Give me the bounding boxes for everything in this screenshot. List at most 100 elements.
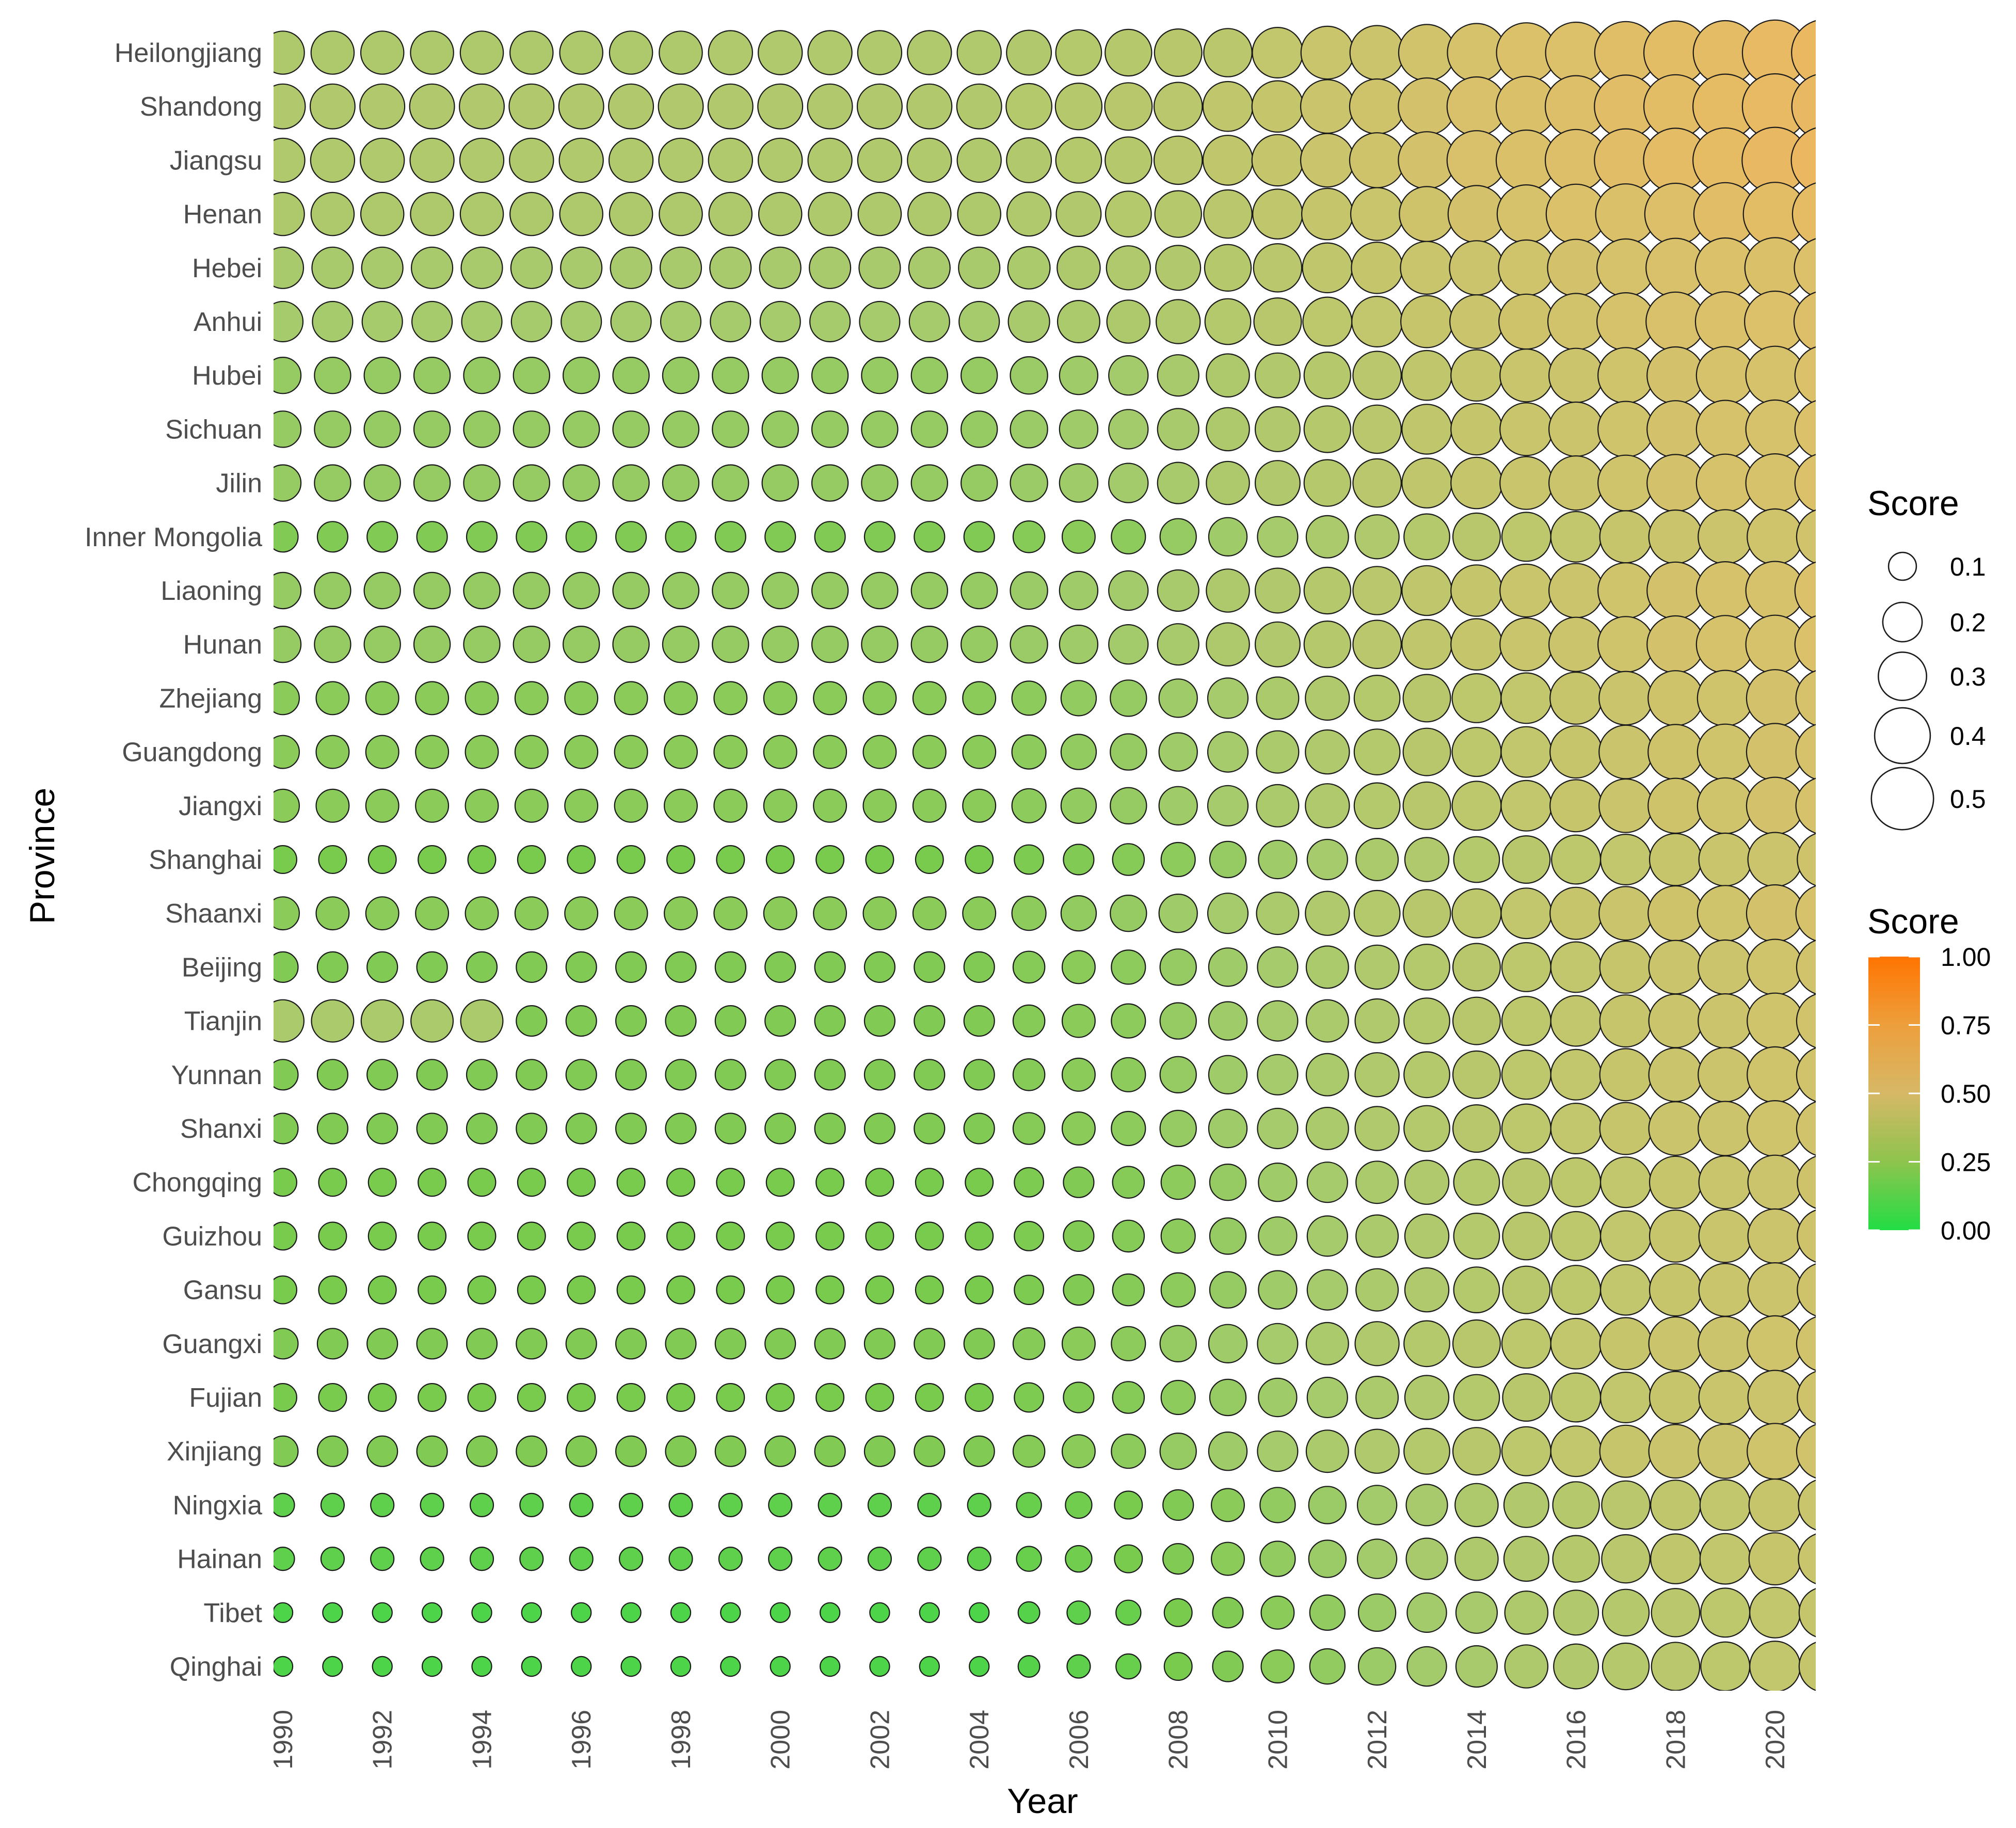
bubble xyxy=(274,137,306,183)
bubble xyxy=(865,1168,894,1197)
color-legend-tick-label: 1.00 xyxy=(1941,943,1991,972)
bubble xyxy=(712,357,749,394)
province-label: Guizhou xyxy=(162,1221,262,1251)
bubble xyxy=(1305,1322,1349,1365)
bubble xyxy=(666,1383,695,1412)
bubble xyxy=(1791,182,1816,246)
bubble xyxy=(1447,185,1506,243)
bubble xyxy=(1006,191,1052,237)
bubble xyxy=(1158,893,1198,933)
bubble xyxy=(1501,512,1551,562)
bubble xyxy=(1159,948,1197,986)
bubble xyxy=(1305,1107,1349,1151)
bubble xyxy=(1153,135,1203,185)
bubble xyxy=(1300,25,1354,80)
bubble xyxy=(718,1492,743,1517)
bubble xyxy=(1206,407,1250,452)
bubble xyxy=(665,1435,697,1467)
bubble xyxy=(1110,787,1147,825)
bubble xyxy=(1649,1155,1702,1209)
bubble xyxy=(863,1005,896,1037)
bubble xyxy=(1163,1652,1193,1681)
bubble xyxy=(465,735,499,769)
bubble xyxy=(1203,28,1253,77)
bubble xyxy=(1057,299,1100,343)
bubble xyxy=(1599,1317,1653,1371)
bubble xyxy=(1155,299,1201,344)
bubble xyxy=(863,951,896,983)
bubble xyxy=(1352,404,1402,454)
bubble xyxy=(807,83,853,130)
bubble xyxy=(1698,1155,1752,1210)
bubble xyxy=(365,735,399,769)
bubble xyxy=(1597,347,1655,404)
bubble xyxy=(614,896,648,931)
province-label: Xinjiang xyxy=(167,1437,262,1467)
bubble xyxy=(1208,517,1248,557)
province-label: Jiangxi xyxy=(179,791,262,821)
bubble xyxy=(1350,187,1404,241)
bubble xyxy=(410,30,454,75)
bubble xyxy=(1352,351,1402,401)
bubble xyxy=(963,1435,995,1467)
bubble xyxy=(865,1275,894,1305)
bubble xyxy=(1349,78,1405,135)
bubble xyxy=(461,300,503,343)
bubble xyxy=(1010,464,1048,502)
bubble xyxy=(1499,402,1554,456)
bubble xyxy=(1598,778,1653,833)
bubble xyxy=(658,83,704,130)
bubble xyxy=(1453,1212,1500,1260)
bubble xyxy=(714,1328,746,1360)
color-legend-title: Score xyxy=(1867,902,1959,941)
bubble xyxy=(616,1383,646,1412)
bubble xyxy=(616,1275,646,1305)
bubble xyxy=(910,357,949,394)
bubble xyxy=(1112,1219,1145,1253)
bubble xyxy=(857,30,903,75)
bubble xyxy=(1306,1376,1348,1419)
bubble xyxy=(1209,1378,1247,1417)
bubble xyxy=(1252,26,1304,79)
bubble xyxy=(465,896,499,931)
bubble xyxy=(1699,1533,1751,1585)
bubble xyxy=(516,1005,548,1037)
bubble xyxy=(807,30,853,75)
bubble xyxy=(316,1059,349,1091)
bubble xyxy=(759,300,801,343)
bubble xyxy=(665,521,697,553)
bubble xyxy=(1209,1163,1247,1201)
bubble xyxy=(1501,1103,1551,1154)
bubble xyxy=(814,951,846,983)
bubble xyxy=(665,1005,697,1037)
bubble xyxy=(274,1328,299,1360)
bubble xyxy=(1402,727,1451,776)
bubble xyxy=(1502,1212,1551,1261)
bubble xyxy=(1791,74,1816,139)
province-label: Qinghai xyxy=(170,1652,262,1682)
bubble xyxy=(910,625,949,663)
province-label: Heilongjiang xyxy=(115,38,262,68)
bubble xyxy=(516,1112,548,1145)
bubble xyxy=(659,30,703,75)
bubble xyxy=(765,1168,795,1197)
bubble xyxy=(1059,624,1099,664)
bubble xyxy=(316,951,349,983)
bubble xyxy=(1548,616,1604,672)
bubble xyxy=(863,521,896,553)
bubble xyxy=(360,999,404,1043)
bubble xyxy=(1257,1323,1299,1364)
bubble xyxy=(517,1168,546,1197)
bubble xyxy=(459,137,505,183)
bubble xyxy=(965,845,994,874)
bubble xyxy=(668,1547,693,1571)
bubble xyxy=(1791,20,1816,86)
bubble xyxy=(316,521,349,553)
bubble xyxy=(1401,349,1452,401)
bubble xyxy=(963,1005,995,1037)
bubble xyxy=(1303,566,1351,615)
bubble xyxy=(865,1383,894,1412)
bubble xyxy=(814,1435,846,1467)
bubble xyxy=(908,246,951,289)
bubble xyxy=(421,1656,443,1677)
